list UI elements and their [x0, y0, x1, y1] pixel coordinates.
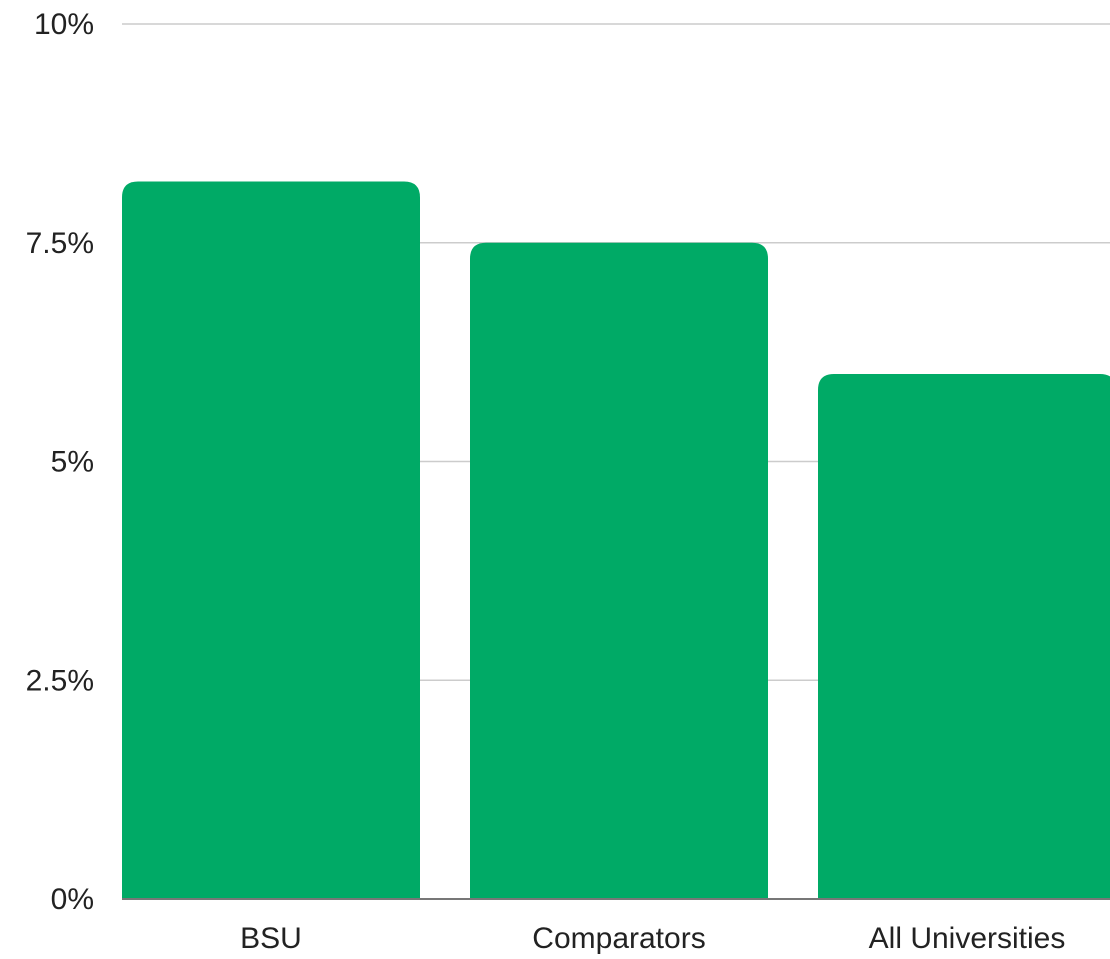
bars [122, 181, 1110, 899]
bar-bsu [122, 181, 420, 899]
y-tick-label: 5% [51, 446, 94, 479]
y-tick-label: 10% [34, 8, 94, 41]
x-category-label: BSU [240, 922, 302, 955]
y-axis-tick-labels: 0% 2.5% 5% 7.5% 10% [26, 8, 94, 916]
x-category-label: Comparators [532, 922, 705, 955]
bar-comparators [470, 242, 768, 899]
bar-all-universities [818, 374, 1110, 899]
y-tick-label: 2.5% [26, 664, 94, 697]
x-axis-category-labels: BSU Comparators All Universities [240, 922, 1065, 955]
y-tick-label: 0% [51, 883, 94, 916]
y-tick-label: 7.5% [26, 227, 94, 260]
x-category-label: All Universities [869, 922, 1066, 955]
